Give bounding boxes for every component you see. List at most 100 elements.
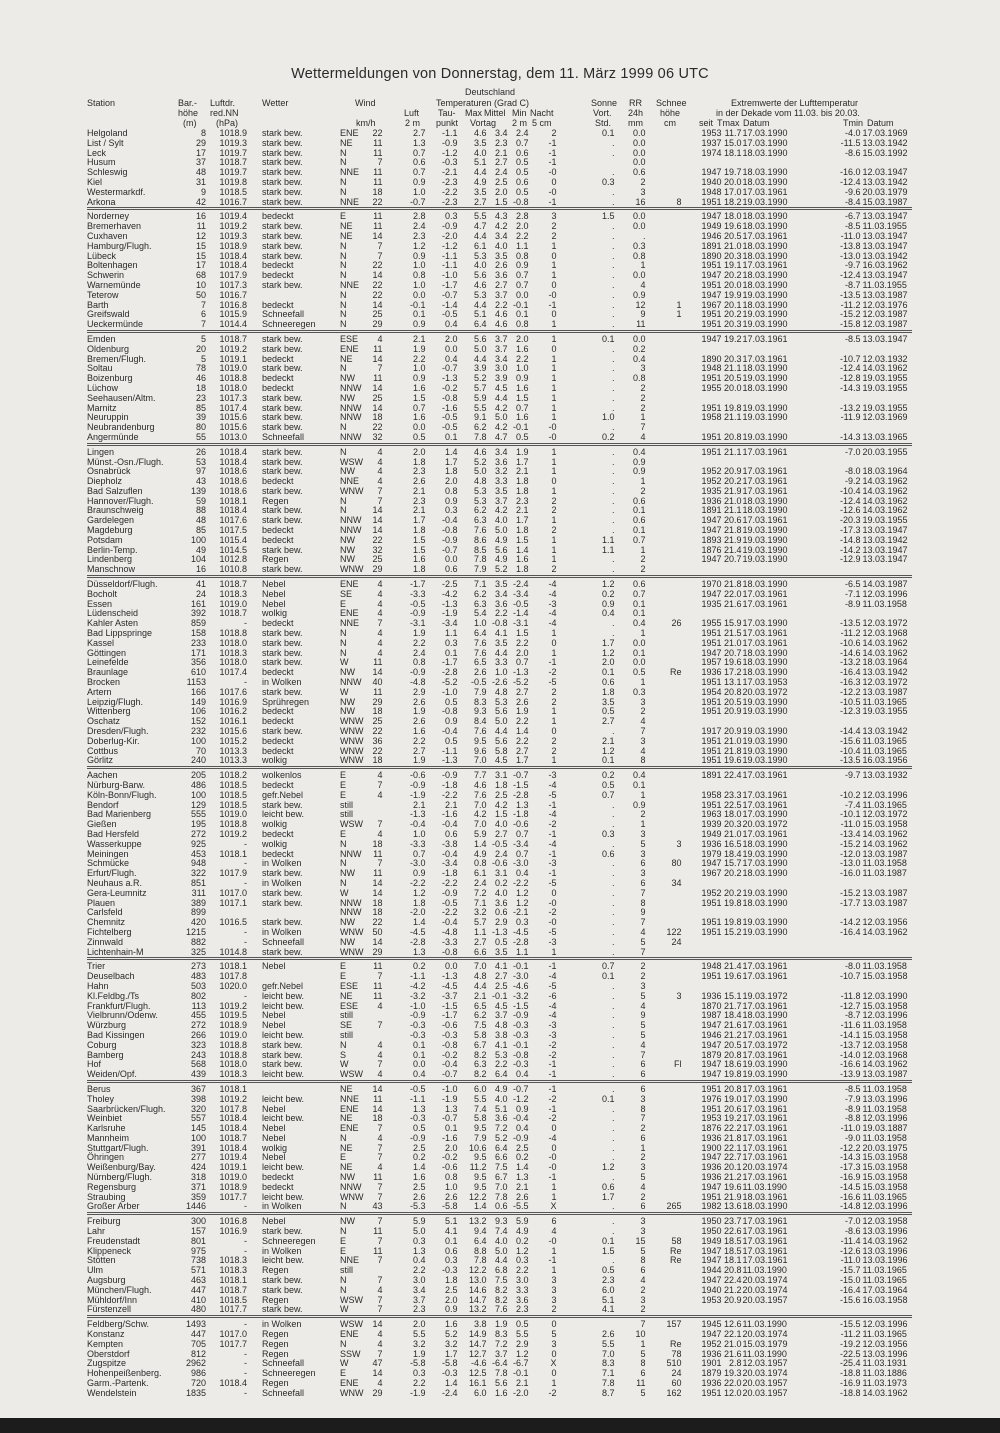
cell-sonne: . — [611, 1083, 615, 1094]
cell-taupunkt: -0.6 — [441, 1162, 458, 1173]
cell-luftdruck: 1018.8 — [219, 628, 247, 639]
cell-rr-24h: 1 — [640, 789, 646, 800]
cell-rr-24h: 6 — [640, 858, 646, 869]
cell-tmax-datum: 18.03.1990 — [742, 382, 788, 393]
cell-schneehoehe — [646, 1041, 682, 1051]
cell-luftdruck: 1019.5 — [219, 1010, 247, 1021]
cell-wind-kmh: 4 — [377, 828, 383, 839]
cell-wetter: Nebel — [262, 598, 286, 609]
cell-tmax: 22.2 — [723, 1123, 742, 1134]
cell-hoehe: 55 — [175, 432, 206, 446]
cell-min-2m: 2.2 — [515, 1265, 529, 1276]
cell-station: Feldberg/Schw. — [87, 1319, 150, 1330]
cell-seit: 1945 — [701, 1319, 722, 1330]
cell-nacht-5cm: 0 — [551, 1123, 557, 1134]
cell-taupunkt: -2.2 — [441, 789, 458, 800]
table-row: Frankfurt/Flugh. 113 1019.2 leicht bew. ESE 4… — [87, 1000, 912, 1012]
cell-wind-richtung: N — [340, 147, 347, 158]
cell-sonne: 0.1 — [601, 333, 615, 344]
cell-wetter: stark bew. — [262, 221, 303, 232]
cell-schneehoehe — [645, 756, 682, 770]
cell-tmax-datum: 18.03.1990 — [742, 838, 788, 849]
cell-sonne: . — [556, 1201, 615, 1216]
cell-tmax: 21.2 — [723, 1029, 742, 1040]
cell-nacht-5cm: -1 — [548, 1103, 557, 1114]
cell-taupunkt: -5.2 — [441, 677, 458, 688]
table-row: Erfurt/Flugh. 322 1017.9 stark bew. NW 11 0.9-… — [87, 868, 912, 879]
cell-wind-richtung: N — [340, 176, 347, 187]
cell-luftdruck: 1020.0 — [219, 980, 247, 991]
cell-schneehoehe — [646, 413, 682, 423]
cell-seit: 1950 — [701, 1226, 722, 1237]
cell-min-2m: -0.8 — [512, 1049, 529, 1060]
cell-tmin: -11.4 — [840, 1235, 861, 1246]
cell-min-2m: 1.2 — [515, 897, 529, 908]
cell-wind-richtung: NNW — [340, 848, 362, 859]
cell-seit: 1951 — [701, 1387, 722, 1398]
table-row: Straubing 359 1017.7 leicht bew. WNW 7 2.6 2.6 1… — [87, 1192, 912, 1203]
cell-wetter: Regen — [262, 1265, 289, 1276]
cell-hoehe: 100 — [190, 735, 206, 746]
cell-station: Teterow — [87, 289, 119, 300]
cell-nacht-5cm: -2 — [548, 1113, 557, 1124]
cell-schneehoehe — [646, 899, 682, 909]
cell-tmax — [721, 1305, 742, 1319]
cell-seit: 1947 — [701, 554, 722, 565]
cell-tmin-datum: 15.03.1958 — [862, 1152, 908, 1163]
cell-tmax: 13.1 — [723, 677, 742, 688]
cell-wind-kmh: 4 — [377, 466, 383, 477]
cell-tmax-datum: 18.03.1990 — [742, 279, 788, 290]
cell-station: Nürnberg/Flugh. — [87, 1172, 153, 1183]
header-bar-2: höhe — [178, 108, 199, 118]
cell-rr-24h: 6 — [640, 1059, 646, 1070]
cell-rr-24h: 12 — [635, 299, 646, 310]
cell-sonne: . — [611, 1216, 615, 1227]
cell-hoehe: 88 — [195, 505, 206, 516]
cell-station: Diepholz — [87, 476, 123, 487]
cell-station: Frankfurt/Flugh. — [87, 1000, 151, 1011]
cell-tmax-datum: 17.03.1961 — [742, 828, 788, 839]
cell-nacht-5cm: 0 — [551, 637, 557, 648]
cell-rr-24h: 0.0 — [632, 128, 646, 138]
cell-max-vortag: 14.7 — [468, 1294, 487, 1305]
cell-tmin: -18.8 — [839, 1387, 861, 1398]
cell-station: Hamburg/Flugh. — [87, 240, 152, 251]
cell-sonne — [557, 1317, 615, 1330]
cell-tmax-datum: 17.03.1961 — [742, 1142, 788, 1153]
table-row: Dresden/Flugh. 232 1015.6 stark bew. WNW 22 1.… — [87, 726, 912, 737]
cell-tmax: 22.7 — [723, 1152, 742, 1163]
cell-seit: 1951 — [681, 755, 722, 770]
cell-nacht-5cm: 1 — [551, 706, 557, 717]
cell-rr-24h: 6 — [640, 877, 646, 888]
cell-tmin-datum: 12.03.1932 — [862, 353, 908, 364]
cell-seit: 1951 — [701, 696, 722, 707]
cell-sonne: . — [611, 799, 615, 810]
cell-station: Wendelstein — [87, 1387, 137, 1398]
cell-station: Neuhaus a.R. — [87, 877, 143, 888]
cell-tmin-datum: 13.03.1947 — [862, 211, 908, 222]
table-row: Garm.-Partenk. 720 1018.4 Regen ENE 4 2.2 1.4 16… — [87, 1378, 912, 1389]
cell-rr-24h: 8 — [640, 1358, 646, 1369]
cell-wetter: leicht bew. — [262, 809, 305, 820]
cell-taupunkt: -1.8 — [441, 780, 458, 790]
cell-nacht-5cm: -3 — [548, 598, 557, 609]
cell-wind-kmh: 4 — [377, 1378, 383, 1389]
cell-luftdruck: 1019.0 — [219, 363, 247, 374]
cell-mittel-vortag: 3.7 — [494, 289, 508, 300]
cell-tmin-datum: 11.03.1955 — [862, 221, 907, 232]
cell-tmax-datum: 18.03.1990 — [742, 221, 788, 232]
cell-nacht-5cm: X — [550, 1358, 557, 1369]
cell-min-2m: 0.8 — [515, 250, 529, 261]
cell-tmin-datum: 20.03.1979 — [862, 186, 908, 197]
cell-tmin-datum: 14.03.1962 — [862, 1059, 908, 1070]
cell-rr-24h: 4 — [640, 1181, 646, 1192]
cell-hoehe: 277 — [190, 1152, 206, 1163]
cell-tmax: 22.4 — [723, 1275, 742, 1286]
table-row: Essen 161 1019.0 Nebel E 4 -0.5 -1.3 6.3 3.6 -0.5-… — [87, 598, 912, 610]
table-row: Greifswald 6 1015.9 Schneefall N 25 0.1 -0.5 5.1… — [87, 310, 912, 320]
cell-luftdruck: 1017.9 — [219, 270, 247, 281]
cell-luftdruck: 1017.1 — [219, 897, 247, 908]
cell-wind-richtung: still — [340, 809, 353, 820]
cell-luft-2m: 1.9 — [412, 343, 426, 354]
cell-wetter: bedeckt — [262, 1172, 294, 1183]
